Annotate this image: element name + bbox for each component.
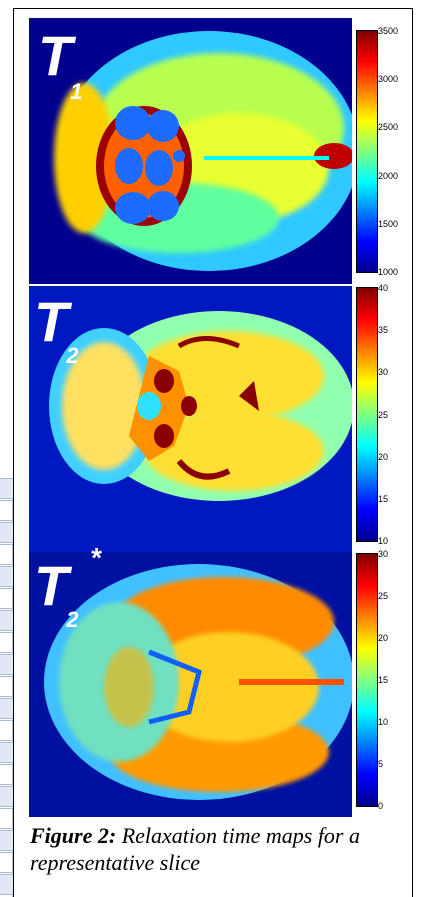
- t2-colorbar-tick-label: 30: [378, 367, 389, 378]
- t2star-colorbar: [356, 553, 378, 807]
- t2star-colorbar-tick-label: 0: [378, 801, 384, 811]
- table-row: [0, 676, 13, 697]
- t1-colorbar: [356, 30, 378, 273]
- t1-label-subscript: 1: [70, 79, 83, 104]
- t2-colorbar-tick-label: 25: [378, 409, 389, 420]
- t2-colorbar-tick-label: 20: [378, 451, 389, 462]
- t2-colorbar-tick-label: 10: [378, 536, 389, 546]
- t2-label-main: T: [34, 290, 68, 353]
- t2-colorbar-tick-label: 15: [378, 493, 389, 504]
- t2-label: T2: [34, 294, 78, 367]
- t2-colorbar: [356, 287, 378, 542]
- table-row: [0, 500, 13, 521]
- table-row: [0, 786, 13, 807]
- table-row: [0, 830, 13, 851]
- t1-colorbar-tick-label: 3000: [378, 74, 399, 85]
- t1-colorbar-tick-label: 1000: [378, 267, 399, 277]
- table-row: [0, 566, 13, 587]
- figure-caption: Figure 2: Relaxation time maps for a rep…: [30, 822, 400, 876]
- table-row: [0, 478, 13, 499]
- t1-map-graphic: [29, 18, 352, 284]
- table-row: [0, 852, 13, 873]
- t2star-label-main: T: [34, 554, 68, 617]
- t2-colorbar-tick-label: 40: [378, 283, 389, 293]
- t2-label-subscript: 2: [66, 343, 79, 368]
- table-row: [0, 588, 13, 609]
- t1-colorbar-tick-label: 3500: [378, 26, 399, 36]
- t2star-colorbar-tick-label: 5: [378, 759, 384, 769]
- table-row: [0, 808, 13, 829]
- t2star-colorbar-tick-label: 20: [378, 633, 389, 643]
- table-row: [0, 654, 13, 675]
- figure-frame: [13, 8, 413, 897]
- table-row: [0, 720, 13, 741]
- t2star-label-superscript: *: [90, 542, 101, 573]
- t2-colorbar-tick-label: 35: [378, 325, 389, 336]
- t1-label-main: T: [38, 24, 72, 87]
- table-row: [0, 698, 13, 719]
- t2star-label: T2 *: [34, 544, 101, 631]
- t2-map-image: [29, 286, 352, 552]
- t1-colorbar-tick-label: 2000: [378, 170, 399, 181]
- table-row: [0, 544, 13, 565]
- caption-figure-label: Figure 2:: [30, 823, 117, 848]
- t2star-colorbar-tick-label: 10: [378, 717, 389, 727]
- table-border: [12, 478, 13, 897]
- t2star-map-image: [29, 552, 352, 817]
- partial-table-edge: [0, 478, 13, 897]
- t2star-map-graphic: [29, 552, 352, 817]
- t1-label: T1: [38, 28, 82, 103]
- t1-map-image: [29, 18, 352, 284]
- t2star-colorbar-tick-label: 15: [378, 675, 389, 685]
- table-row: [0, 874, 13, 895]
- table-row: [0, 610, 13, 631]
- t1-colorbar-tick-label: 2500: [378, 122, 399, 133]
- caption-text: Relaxation time maps for a representativ…: [30, 823, 360, 875]
- t1-colorbar-tick-label: 1500: [378, 218, 399, 229]
- t2star-colorbar-tick-label: 30: [378, 549, 389, 559]
- table-row: [0, 522, 13, 543]
- t2-map-graphic: [29, 286, 352, 552]
- t2star-label-subscript: 2: [66, 607, 79, 632]
- t2star-colorbar-tick-label: 25: [378, 591, 389, 601]
- table-row: [0, 632, 13, 653]
- table-row: [0, 764, 13, 785]
- table-row: [0, 742, 13, 763]
